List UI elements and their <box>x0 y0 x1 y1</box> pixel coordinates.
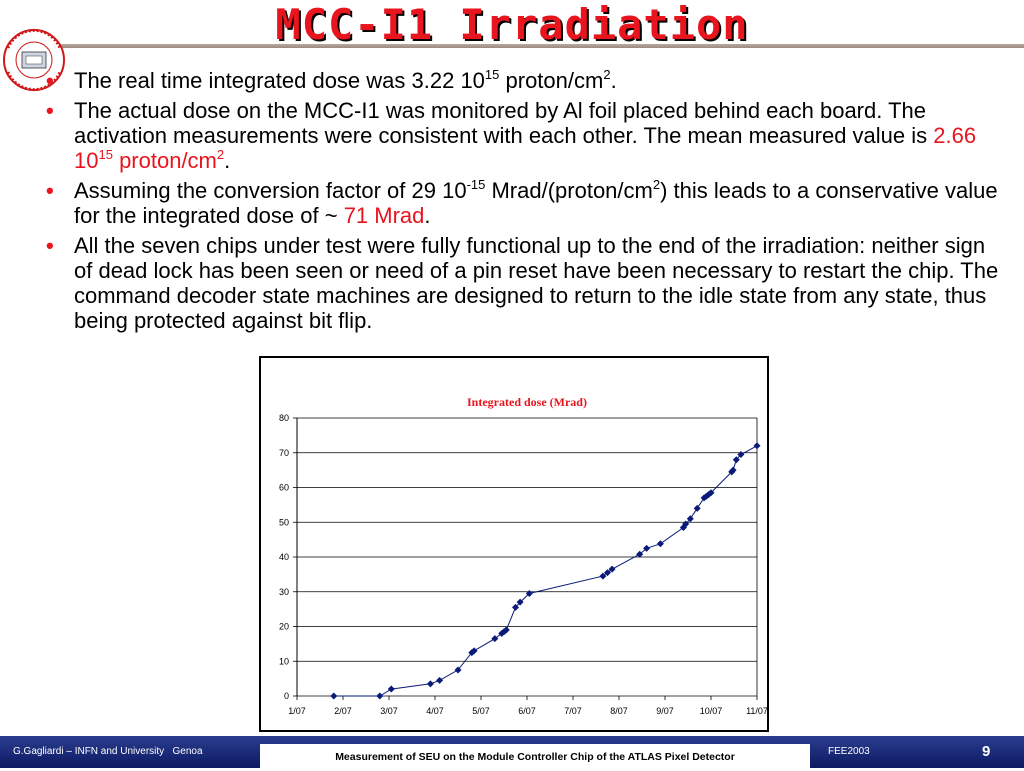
dose-chart-plot: Integrated dose (Mrad) 0 10 20 30 40 50 60 70 80 1… <box>279 395 767 716</box>
data-point <box>525 589 533 597</box>
slide-title: MCC-I1 Irradiation <box>275 0 749 49</box>
data-point <box>643 544 651 552</box>
x-tick-label: 7/07 <box>564 706 582 716</box>
y-tick-label: 60 <box>279 483 289 493</box>
x-tick-label: 1/07 <box>288 706 306 716</box>
bullet-text-segment: ) this leads to a conservative value for… <box>74 178 998 228</box>
bullet-text: The real time integrated dose was 3.22 1… <box>74 68 617 93</box>
bullet-text: Assuming the conversion factor of 29 10-… <box>74 178 998 228</box>
bullet-text-segment: 71 Mrad <box>343 203 425 228</box>
bullet-text-segment: Mrad/(proton/cm <box>485 178 653 203</box>
bullet-item: • The real time integrated dose was 3.22 … <box>46 68 1006 93</box>
data-point <box>732 456 740 464</box>
y-tick-label: 10 <box>279 656 289 666</box>
bullet-text-segment: proton/cm <box>499 68 604 93</box>
footer-event: FEE2003 <box>828 746 870 757</box>
superscript-text: 15 <box>98 147 113 162</box>
data-point <box>636 550 644 558</box>
data-point <box>436 676 444 684</box>
bullet-text-segment: . <box>224 148 231 173</box>
data-point <box>693 504 701 512</box>
data-point <box>512 603 519 611</box>
bullet-text-segment: All the seven chips under test were full… <box>74 233 999 333</box>
superscript-text: 2 <box>216 147 225 162</box>
data-point <box>376 692 384 700</box>
bullet-text-segment: 2.66 10 <box>74 123 977 173</box>
data-point <box>426 680 434 688</box>
y-tick-label: 80 <box>279 413 289 423</box>
x-tick-label: 5/07 <box>472 706 490 716</box>
data-point <box>682 520 690 528</box>
data-point <box>656 540 664 548</box>
data-point <box>753 442 761 450</box>
data-point <box>516 598 524 606</box>
data-point <box>599 572 607 580</box>
bullet-item: • The actual dose on the MCC-I1 was monit… <box>46 98 1006 173</box>
data-point <box>608 565 616 573</box>
bullet-text-segment: . <box>610 68 617 93</box>
series-line <box>333 445 758 697</box>
x-tick-label: 9/07 <box>656 706 674 716</box>
bullet-text: The actual dose on the MCC-I1 was monito… <box>74 98 976 173</box>
bullet-item: • Assuming the conversion factor of 29 10… <box>46 178 1006 228</box>
bullet-text-segment: proton/cm <box>112 148 217 173</box>
footer-author: G.Gagliardi – INFN and University Genoa <box>13 746 203 757</box>
bullet-dot-icon: • <box>46 178 54 203</box>
bullet-dot-icon: • <box>46 68 54 93</box>
x-tick-label: 3/07 <box>380 706 398 716</box>
x-tick-label: 2/07 <box>334 706 352 716</box>
x-tick-label: 6/07 <box>518 706 536 716</box>
y-tick-label: 30 <box>279 587 289 597</box>
bullet-item: • All the seven chips under test were ful… <box>46 233 1006 333</box>
data-point <box>686 515 694 523</box>
y-tick-label: 0 <box>284 691 289 701</box>
x-tick-label: 4/07 <box>426 706 444 716</box>
footer-talk-title: Measurement of SEU on the Module Control… <box>260 744 810 768</box>
page-number: 9 <box>982 743 991 760</box>
chart-title: Integrated dose (Mrad) <box>467 395 587 409</box>
x-tick-label: 11/07 <box>746 706 767 716</box>
bullet-dot-icon: • <box>46 233 54 258</box>
data-point <box>729 466 737 474</box>
bullet-text-segment: . <box>424 203 431 228</box>
data-point <box>491 635 499 643</box>
superscript-text: -15 <box>466 177 486 192</box>
y-tick-label: 40 <box>279 552 289 562</box>
title-divider <box>60 44 1024 48</box>
y-tick-label: 20 <box>279 622 289 632</box>
data-point <box>702 492 710 500</box>
dose-chart: Integrated dose (Mrad) 0 10 20 30 40 50 60 70 80 1… <box>259 356 769 732</box>
x-tick-label: 10/07 <box>700 706 723 716</box>
atlas-pixel-logo-icon <box>3 28 65 92</box>
bullet-text-segment: The real time integrated dose was 3.22 1… <box>74 68 485 93</box>
data-point <box>707 489 715 497</box>
superscript-text: 2 <box>603 67 611 82</box>
bullet-text: All the seven chips under test were full… <box>74 233 998 333</box>
bullet-list: • The real time integrated dose was 3.22 … <box>46 68 1006 338</box>
bullet-text-segment: The actual dose on the MCC-I1 was monito… <box>74 98 934 148</box>
data-point <box>498 629 506 637</box>
data-point <box>502 626 510 634</box>
data-point <box>387 685 395 693</box>
data-point <box>470 647 478 655</box>
y-tick-label: 50 <box>279 517 289 527</box>
x-tick-label: 8/07 <box>610 706 628 716</box>
data-point <box>330 692 338 700</box>
bullet-text-segment: Assuming the conversion factor of 29 10 <box>74 178 467 203</box>
superscript-text: 2 <box>652 177 661 192</box>
bullet-dot-icon: • <box>46 98 54 123</box>
data-point <box>604 569 611 577</box>
data-point <box>737 450 745 458</box>
data-point <box>454 666 462 674</box>
superscript-text: 15 <box>484 67 500 82</box>
y-tick-label: 70 <box>279 448 289 458</box>
